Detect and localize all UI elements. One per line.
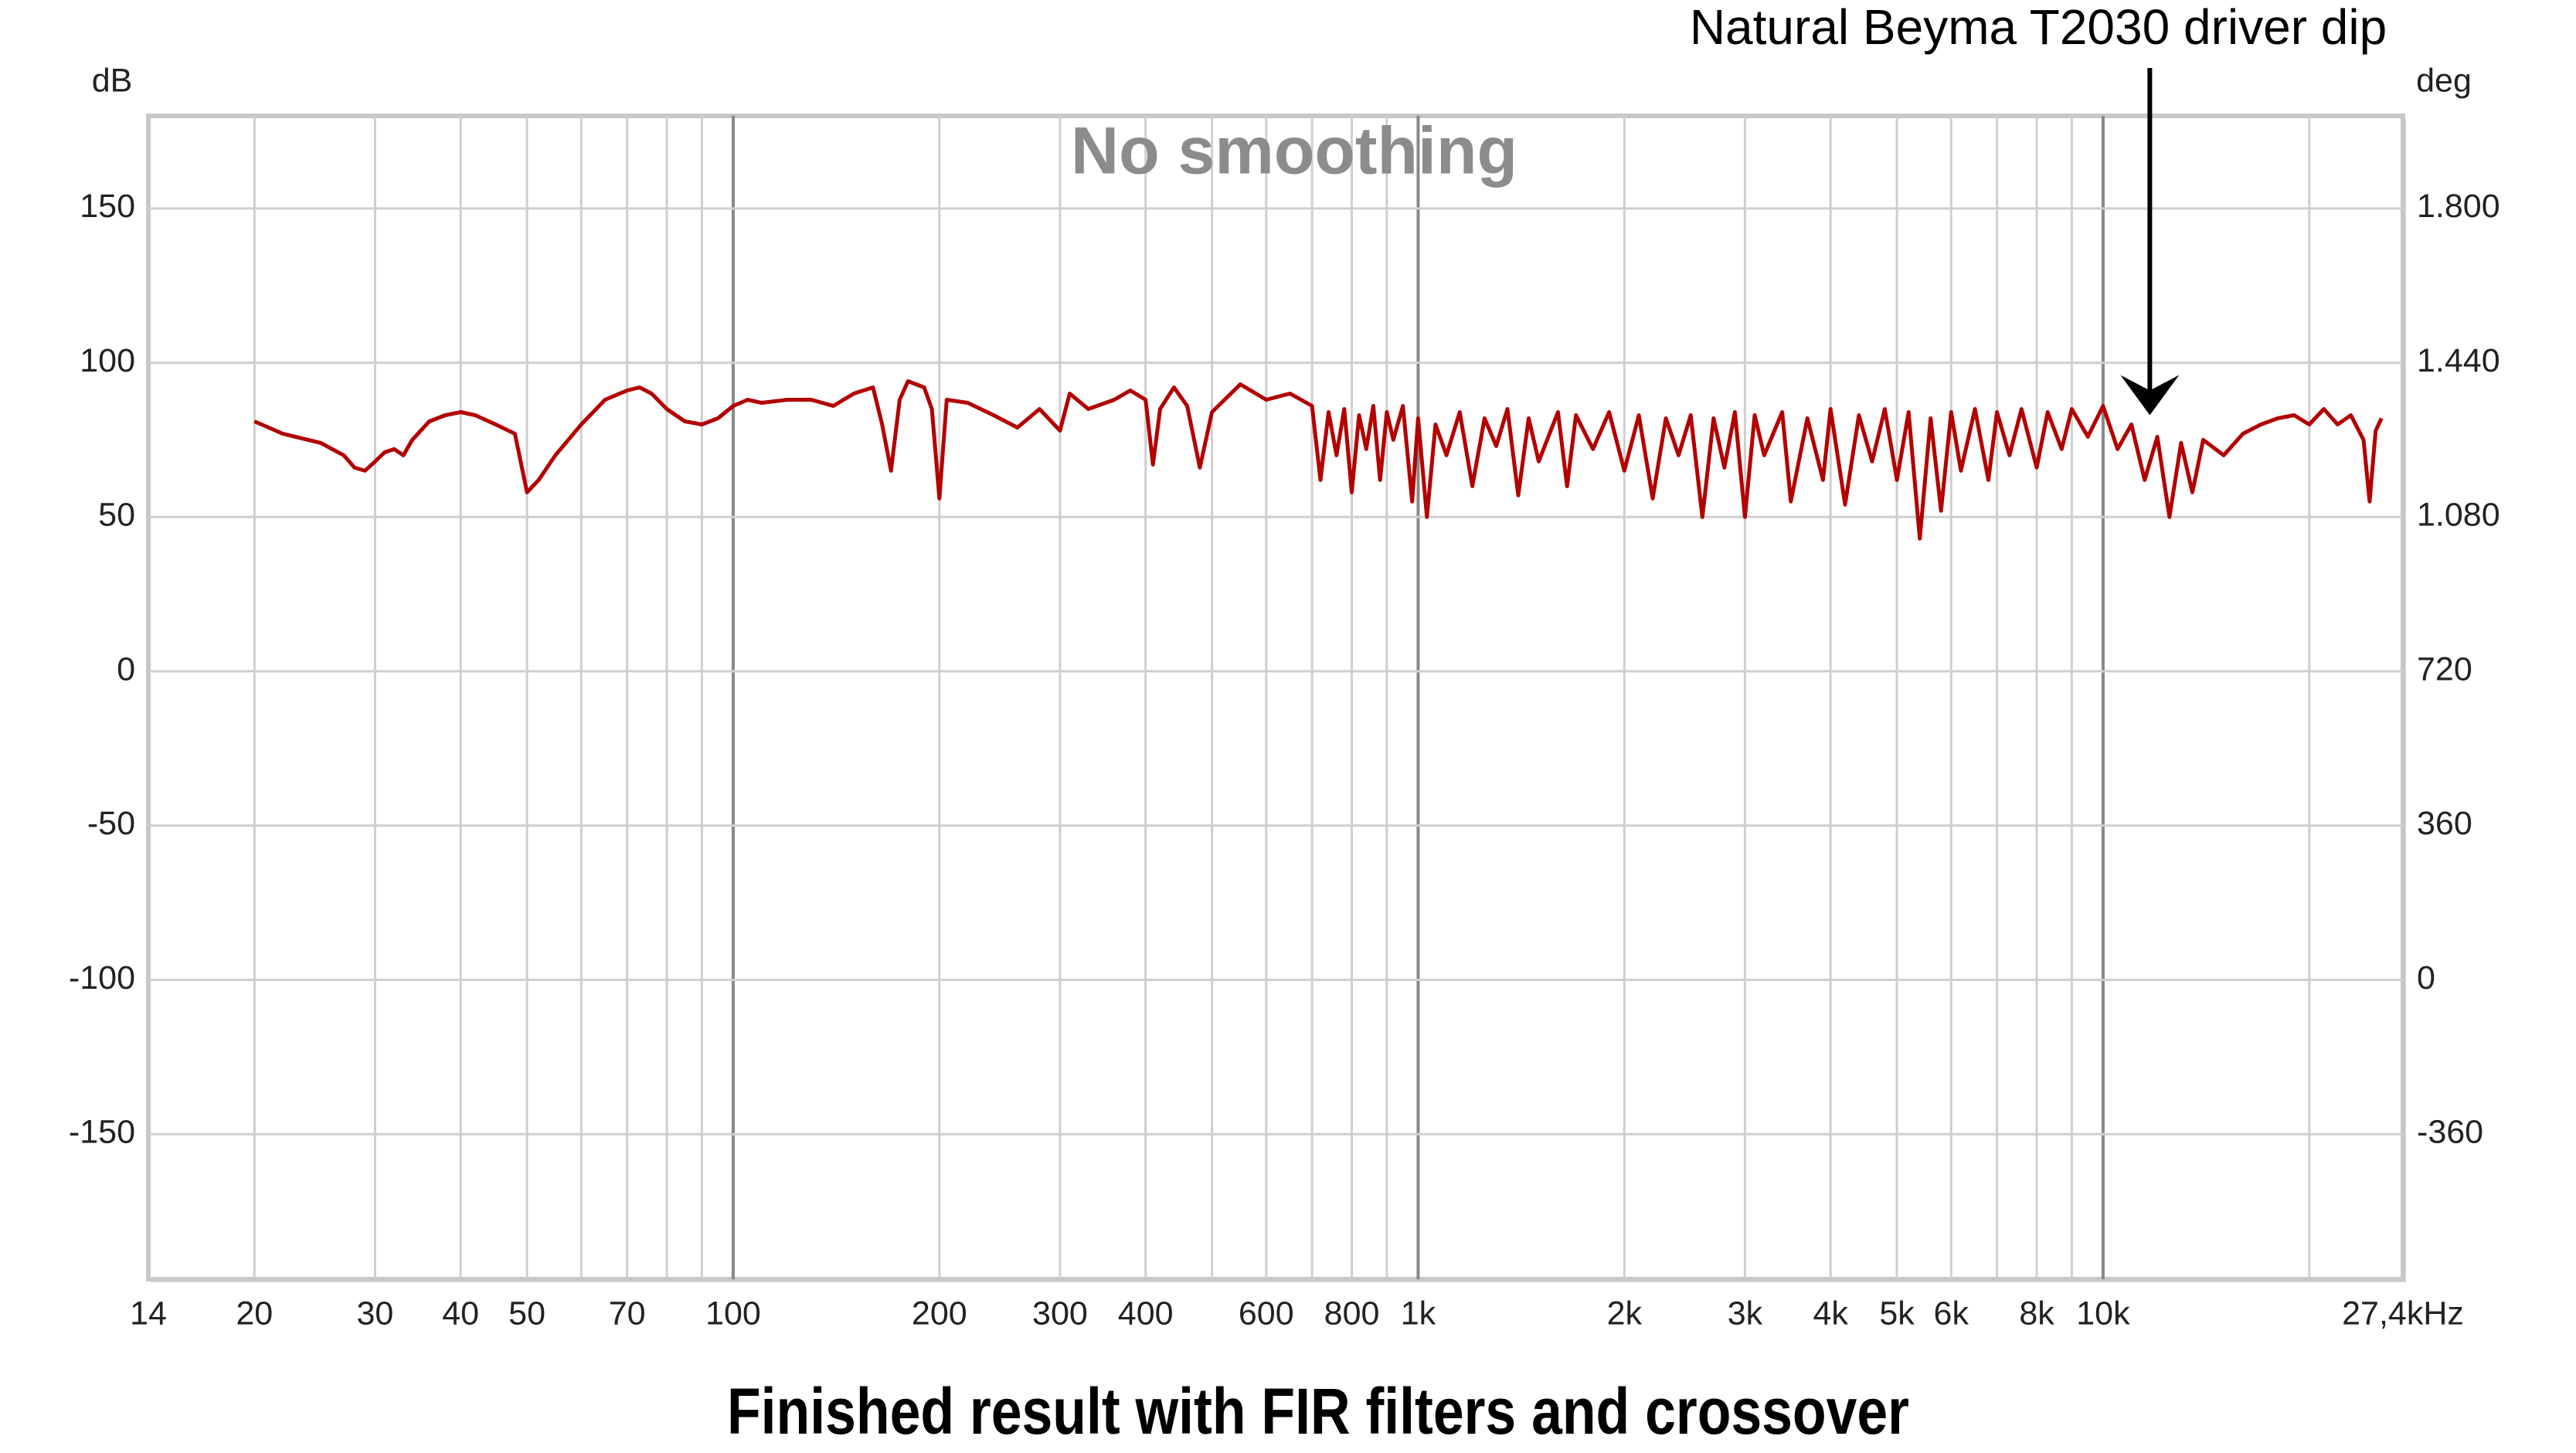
y2-tick-label: 720 — [2417, 650, 2472, 687]
x-tick-label: 20 — [236, 1295, 273, 1332]
x-tick-label: 27,4kHz — [2342, 1295, 2464, 1332]
y-tick-label: -50 — [87, 805, 135, 842]
x-tick-label: 2k — [1607, 1295, 1643, 1332]
x-tick-label: 70 — [609, 1295, 646, 1332]
y2-tick-label: 360 — [2417, 805, 2472, 842]
x-tick-label: 40 — [442, 1295, 479, 1332]
annotation-arrowhead — [2120, 375, 2180, 416]
x-tick-label: 600 — [1239, 1295, 1294, 1332]
x-tick-label: 400 — [1118, 1295, 1174, 1332]
series-line — [253, 379, 2384, 541]
x-tick-label: 200 — [912, 1295, 967, 1332]
x-tick-label: 14 — [130, 1295, 167, 1332]
y-tick-label: 150 — [80, 188, 135, 225]
caption: Finished result with FIR filters and cro… — [727, 1375, 1909, 1448]
y-tick-label: 0 — [117, 650, 135, 687]
x-tick-label: 4k — [1813, 1295, 1848, 1332]
y2-axis-label: deg — [2416, 62, 2472, 99]
annotation-text: Natural Beyma T2030 driver dip — [1690, 0, 2387, 55]
y-tick-label: 100 — [80, 342, 135, 379]
marks — [253, 379, 2384, 541]
x-tick-label: 800 — [1324, 1295, 1380, 1332]
y2-tick-label: 1.440 — [2417, 342, 2500, 379]
x-tick-label: 100 — [705, 1295, 761, 1332]
x-tick-label: 300 — [1032, 1295, 1088, 1332]
x-tick-label: 8k — [2019, 1295, 2054, 1332]
grid — [148, 116, 2403, 1279]
y2-tick-label: 0 — [2417, 959, 2435, 996]
x-tick-label: 6k — [1934, 1295, 1969, 1332]
x-tick-label: 1k — [1401, 1295, 1436, 1332]
y-axis-label: dB — [92, 62, 133, 99]
x-tick-label: 3k — [1728, 1295, 1763, 1332]
x-tick-label: 50 — [508, 1295, 545, 1332]
y-tick-label: -150 — [69, 1114, 135, 1151]
y-tick-label: 50 — [98, 497, 135, 534]
y2-tick-label: 1.800 — [2417, 188, 2500, 225]
x-tick-label: 10k — [2076, 1295, 2130, 1332]
chart-title: No smoothing — [1071, 114, 1517, 188]
y-tick-label: -100 — [69, 959, 135, 996]
plot-area — [146, 114, 2405, 1282]
y2-tick-label: 1.080 — [2417, 497, 2500, 534]
x-tick-label: 30 — [357, 1295, 394, 1332]
x-tick-label: 5k — [1879, 1295, 1915, 1332]
y2-tick-label: -360 — [2417, 1114, 2483, 1151]
